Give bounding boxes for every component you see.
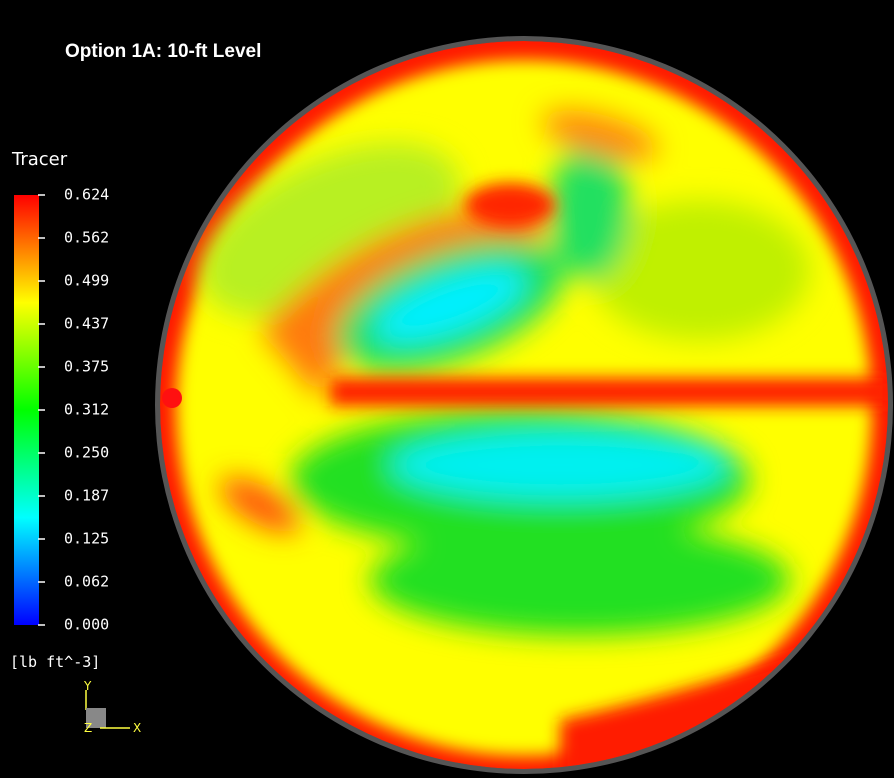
legend-label: 0.437 xyxy=(64,315,109,333)
axis-x-label: X xyxy=(133,721,141,735)
legend-label: 0.000 xyxy=(64,616,109,634)
inlet-marker xyxy=(162,388,182,408)
color-bar xyxy=(14,195,39,625)
axis-y-label: Y xyxy=(83,679,92,693)
axis-z-label: Z xyxy=(84,721,92,735)
legend-label: 0.062 xyxy=(64,573,109,591)
axis-triad: Y Z X xyxy=(83,679,141,735)
legend-label: 0.250 xyxy=(64,444,109,462)
legend-label: 0.125 xyxy=(64,530,109,548)
legend-label: 0.499 xyxy=(64,272,109,290)
legend-label: 0.187 xyxy=(64,487,109,505)
color-legend: Tracer 0.624 0.562 0.499 0.437 0.375 0.312 0.2… xyxy=(10,149,109,671)
legend-label: 0.624 xyxy=(64,186,109,204)
legend-label: 0.562 xyxy=(64,229,109,247)
legend-units: [lb ft^-3] xyxy=(10,653,100,671)
legend-label: 0.312 xyxy=(64,401,109,419)
legend-label: 0.375 xyxy=(64,358,109,376)
contour-plot xyxy=(155,36,893,774)
title: Option 1A: 10-ft Level xyxy=(65,41,261,62)
legend-title: Tracer xyxy=(11,149,68,170)
